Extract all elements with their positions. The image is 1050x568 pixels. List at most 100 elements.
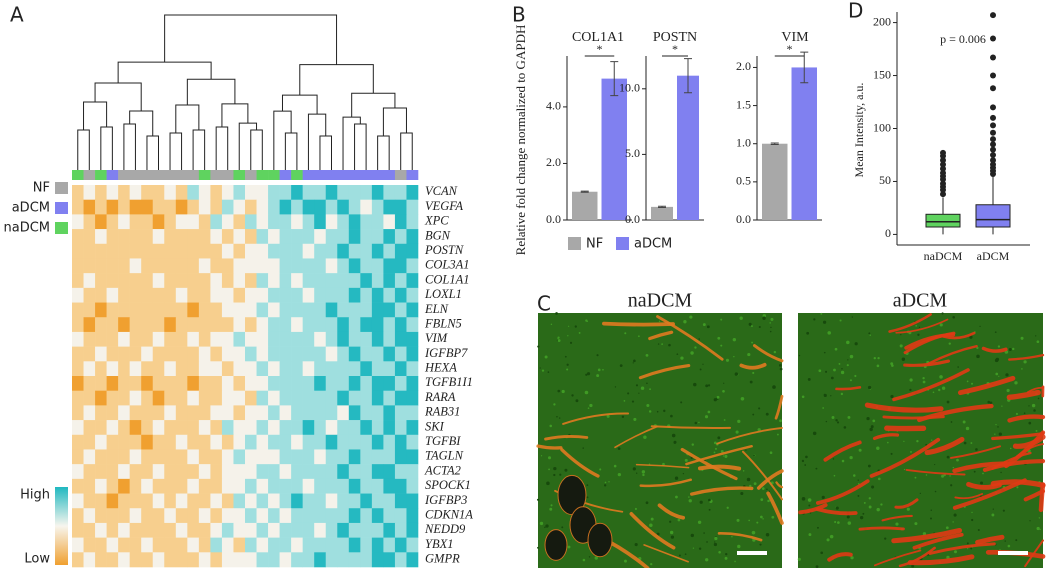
heat-cell [406, 522, 419, 538]
fiber [928, 542, 996, 555]
heat-cell [164, 376, 177, 391]
heat-cell [245, 537, 257, 553]
legend-label: aDCM [634, 237, 672, 252]
texture [553, 473, 556, 477]
texture [703, 532, 705, 534]
heat-cell [302, 229, 315, 245]
heat-cell [279, 420, 292, 436]
heat-cell [302, 258, 315, 274]
group-cell [118, 170, 130, 180]
heat-cell [245, 346, 257, 362]
texture [617, 447, 621, 450]
heat-cell [383, 185, 396, 200]
texture [770, 326, 772, 329]
texture [771, 515, 775, 519]
heat-cell [72, 273, 84, 289]
y-tick-label: 0.5 [736, 174, 751, 188]
texture [668, 343, 671, 347]
texture [827, 331, 832, 335]
y-tick-label: 4.0 [546, 99, 561, 113]
heat-cell [175, 390, 188, 406]
group-cell [245, 170, 257, 180]
texture [571, 394, 574, 397]
heat-cell [129, 537, 142, 553]
heat-cell [394, 258, 407, 274]
heat-cell [152, 464, 165, 480]
heat-cell [360, 478, 373, 494]
texture [870, 425, 874, 429]
heat-cell [268, 552, 280, 568]
gene-label: GMPR [425, 552, 460, 566]
heat-cell [291, 478, 303, 494]
heat-cell [129, 214, 142, 230]
heat-cell [245, 552, 257, 568]
bar [601, 78, 627, 220]
heat-cell [141, 287, 154, 303]
gene-label: SPOCK1 [425, 478, 471, 492]
texture [720, 450, 724, 453]
texture [857, 494, 860, 497]
texture [614, 386, 617, 388]
texture [690, 351, 694, 355]
heat-cell [83, 258, 96, 274]
gene-label: IGFBP3 [424, 493, 467, 507]
heat-cell [141, 464, 154, 480]
fiber [766, 491, 784, 525]
heat-cell [95, 508, 107, 524]
heat-cell [383, 522, 396, 538]
outlier [990, 114, 996, 121]
outlier [990, 157, 996, 164]
texture [1007, 544, 1011, 548]
heat-cell [291, 376, 303, 391]
heat-cell [221, 243, 234, 259]
texture [650, 517, 654, 521]
heat-cell [383, 376, 396, 391]
gene-label: VIM [425, 331, 448, 345]
heat-cell [95, 464, 107, 480]
heat-cell [129, 243, 142, 259]
heat-cell [348, 390, 361, 406]
heat-cell [198, 449, 211, 465]
heat-cell [221, 214, 234, 230]
heat-cell [394, 331, 407, 347]
heat-cell [256, 199, 269, 215]
texture [658, 320, 661, 323]
texture [846, 515, 850, 519]
texture [965, 426, 970, 431]
dendrogram [299, 64, 374, 96]
texture [1015, 539, 1018, 542]
heat-cell [141, 405, 154, 421]
heat-cell [337, 537, 350, 553]
heat-cell [72, 243, 84, 259]
texture [557, 339, 561, 343]
heat-cell [302, 302, 315, 318]
texture [834, 520, 837, 524]
heat-cell [210, 405, 223, 421]
heat-cell [302, 522, 315, 538]
heat-cell [383, 302, 396, 318]
heat-cell [141, 199, 154, 215]
heat-cell [95, 214, 107, 230]
heat-cell [152, 346, 165, 362]
heat-cell [371, 273, 384, 289]
gene-label: TGFB1I1 [425, 375, 473, 389]
heat-cell [233, 522, 246, 538]
heat-cell [279, 390, 292, 406]
heat-cell [141, 317, 154, 333]
group-cell [72, 170, 84, 180]
fiber [1012, 434, 1046, 449]
heat-cell [152, 537, 165, 553]
heat-cell [187, 229, 200, 245]
texture [688, 496, 690, 498]
heat-cell [256, 346, 269, 362]
heat-cell [383, 287, 396, 303]
heat-cell [279, 434, 292, 450]
heat-cell [314, 537, 327, 553]
heat-cell [187, 449, 200, 465]
fiber [816, 507, 858, 516]
heat-cell [360, 331, 373, 347]
heat-cell [106, 229, 119, 245]
texture [887, 441, 889, 444]
heat-cell [72, 376, 84, 391]
fiber [827, 552, 853, 562]
